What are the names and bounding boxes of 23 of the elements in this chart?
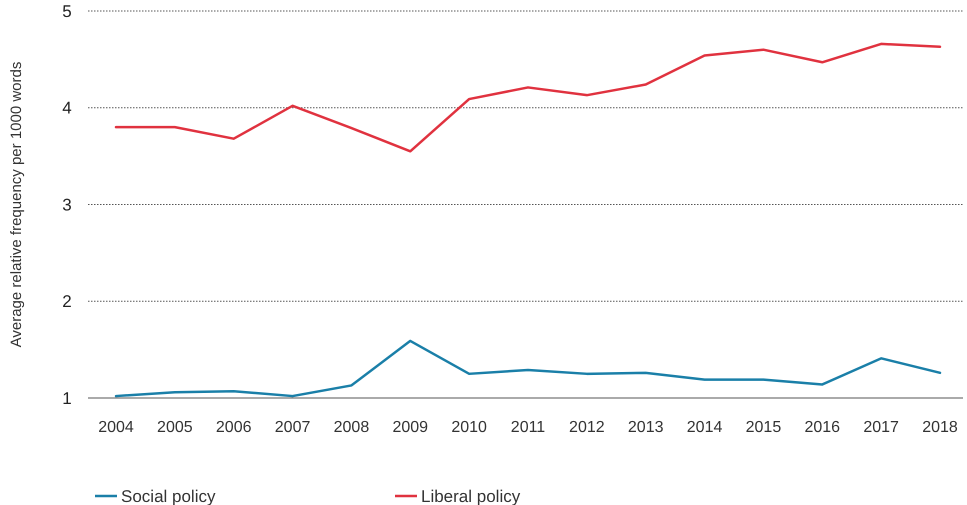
x-tick-label: 2005 [157, 419, 193, 436]
x-tick-label: 2015 [746, 419, 782, 436]
line-series [114, 42, 942, 153]
x-tick-label: 2010 [451, 419, 488, 436]
line-series [114, 340, 942, 398]
y-tick-label: 4 [62, 98, 72, 118]
x-tick-label: 2013 [628, 419, 664, 436]
x-tick-label: 2009 [392, 419, 428, 436]
x-tick-label: 2016 [804, 419, 840, 436]
y-tick-label: 3 [62, 195, 72, 214]
x-tick-label: 2012 [569, 419, 605, 436]
x-tick-label: 2008 [334, 419, 370, 436]
y-tick-label: 5 [62, 2, 72, 21]
x-tick-label: 2007 [274, 419, 310, 436]
y-tick-label: 2 [62, 292, 72, 312]
x-tick-label: 2011 [510, 419, 546, 436]
y-tick-label: 1 [62, 388, 72, 408]
x-tick-label: 2006 [216, 419, 252, 436]
x-tick-label: 2004 [98, 419, 134, 436]
x-tick-label: 2018 [922, 419, 958, 436]
x-tick-label: 2014 [686, 419, 722, 436]
x-tick-label: 2017 [863, 419, 900, 436]
y-axis-title: Average relative frequency per 1000 words [8, 62, 25, 348]
